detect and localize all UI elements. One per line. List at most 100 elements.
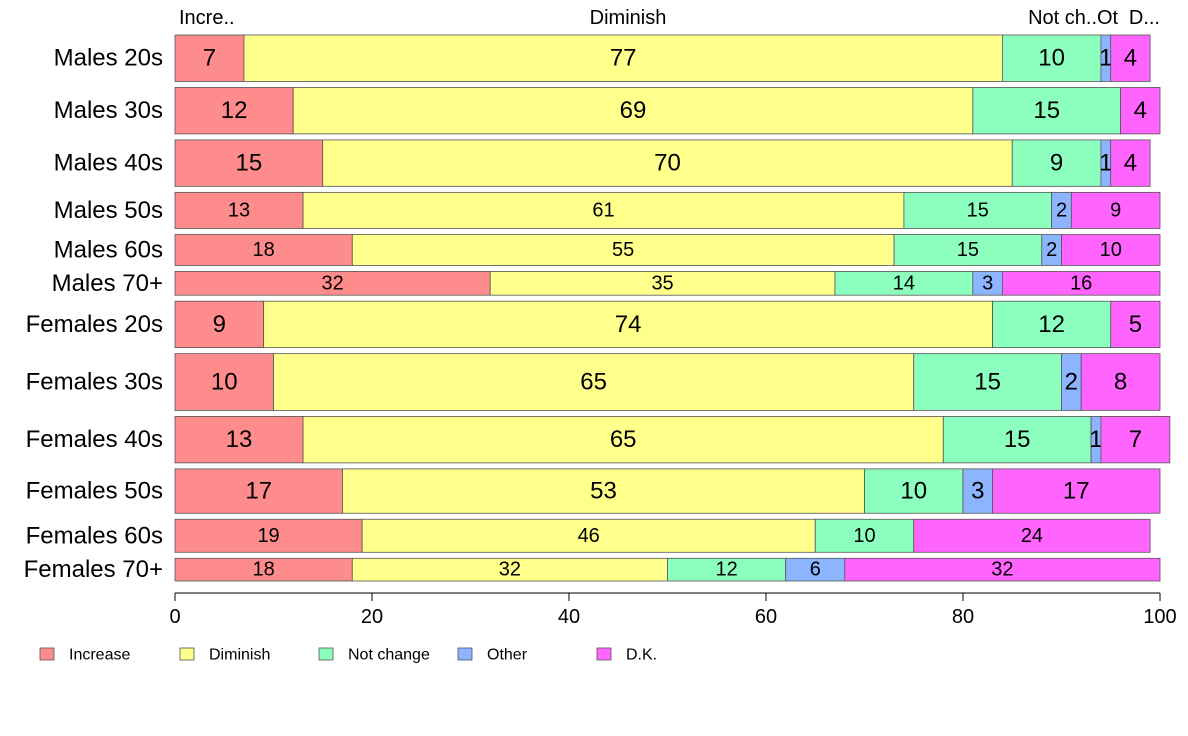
data-label: 61 (592, 199, 614, 221)
data-label: 1 (1099, 45, 1112, 72)
data-label: 35 (651, 272, 673, 294)
bar-segment (361, 518, 816, 553)
data-label: 1 (1089, 426, 1102, 453)
row-label: Males 70+ (52, 270, 163, 297)
legend-item: Not change (318, 647, 430, 664)
data-label: 4 (1134, 97, 1147, 124)
bar-segment (913, 518, 1151, 553)
legend-item: Increase (39, 647, 130, 664)
bar-segment (174, 191, 304, 229)
data-label: 9 (213, 311, 226, 338)
bar-row: 13 65 15 1 7 (174, 416, 1171, 464)
bar-segment (942, 416, 1092, 464)
bar-segment (992, 300, 1112, 349)
legend-swatch (39, 647, 55, 661)
top-category-label: D... (1129, 7, 1160, 29)
bar-segment (273, 353, 915, 411)
bar-segment (174, 468, 343, 514)
bar-segment (174, 234, 353, 266)
data-label: 10 (900, 478, 927, 505)
bar-row: 10 65 15 2 8 (174, 353, 1161, 411)
row-label: Males 60s (54, 236, 163, 263)
x-tick-label: 80 (952, 606, 974, 628)
data-label: 46 (578, 525, 600, 547)
data-label: 65 (580, 369, 607, 396)
bar-row: 7 77 10 1 4 (174, 34, 1151, 82)
data-label: 15 (974, 369, 1001, 396)
bar-segment (1100, 416, 1171, 464)
data-label: 18 (253, 239, 275, 261)
data-label: 2 (1056, 199, 1067, 221)
bar-segment (1002, 34, 1102, 82)
data-label: 7 (1129, 426, 1142, 453)
x-tick-label: 60 (755, 606, 777, 628)
bar-segment (1110, 300, 1161, 349)
bar-segment (992, 468, 1161, 514)
bar-row: 32 35 14 3 16 (174, 271, 1161, 296)
bar-row: 12 69 15 4 (174, 87, 1161, 135)
legend-swatch (596, 647, 612, 661)
bar-segment (814, 518, 915, 553)
row-label: Females 70+ (24, 556, 163, 583)
row-label: Males 40s (54, 150, 163, 177)
data-label: 65 (610, 426, 637, 453)
bar-segment (243, 34, 1003, 82)
row-label: Males 20s (54, 45, 163, 72)
x-tick-label: 20 (361, 606, 383, 628)
bar-segment (903, 191, 1053, 229)
data-label: 14 (893, 272, 915, 294)
legend-label: Increase (69, 647, 130, 664)
data-label: 10 (1100, 239, 1122, 261)
bar-row: 13 61 15 2 9 (174, 191, 1161, 229)
bar-segment (913, 353, 1062, 411)
data-label: 3 (982, 272, 993, 294)
row-labels: Males 20s Males 30s Males 40s Males 50s Male… (24, 45, 163, 583)
chart-rows: 7 77 10 1 412 69 15 415 70 9 1 413 61 15 2 918 55 15 2 1032… (174, 34, 1171, 582)
data-label: 24 (1021, 525, 1043, 547)
top-category-label: Not ch.. (1028, 7, 1097, 29)
bar-segment (1080, 353, 1161, 411)
data-label: 6 (810, 559, 821, 581)
data-label: 4 (1124, 150, 1137, 177)
bar-segment (1070, 191, 1161, 229)
data-label: 13 (226, 426, 253, 453)
bar-segment (1120, 87, 1161, 135)
bar-segment (844, 557, 1161, 582)
row-label: Males 30s (54, 97, 163, 124)
x-tick-label: 100 (1143, 606, 1176, 628)
data-label: 13 (228, 199, 250, 221)
bar-segment (322, 139, 1013, 187)
legend-label: Other (487, 647, 528, 664)
data-label: 15 (957, 239, 979, 261)
data-label: 10 (211, 369, 238, 396)
data-label: 32 (991, 559, 1013, 581)
row-label: Females 20s (26, 311, 163, 338)
bar-row: 18 32 12 6 32 (174, 557, 1161, 582)
bar-segment (962, 468, 993, 514)
legend-label: D.K. (626, 647, 657, 664)
legend-item: Diminish (179, 647, 270, 664)
bar-segment (893, 234, 1043, 266)
bar-row: 17 53 10 3 17 (174, 468, 1161, 514)
data-label: 18 (253, 559, 275, 581)
row-label: Females 30s (26, 369, 163, 396)
bar-row: 15 70 9 1 4 (174, 139, 1151, 187)
legend-swatch (179, 647, 195, 661)
top-category-label: Incre.. (179, 7, 235, 29)
data-label: 70 (654, 150, 681, 177)
data-label: 17 (1063, 478, 1090, 505)
data-label: 32 (321, 272, 343, 294)
bar-segment (263, 300, 993, 349)
legend: Increase Diminish Not change Other D.K. (39, 647, 657, 664)
data-label: 12 (715, 559, 737, 581)
bar-segment (1002, 271, 1161, 296)
data-label: 53 (590, 478, 617, 505)
data-label: 12 (221, 97, 248, 124)
bar-row: 18 55 15 2 10 (174, 234, 1161, 266)
row-label: Females 40s (26, 426, 163, 453)
bar-segment (1110, 34, 1151, 82)
data-label: 19 (257, 525, 279, 547)
data-label: 7 (203, 45, 216, 72)
data-label: 17 (245, 478, 272, 505)
bar-segment (174, 300, 265, 349)
